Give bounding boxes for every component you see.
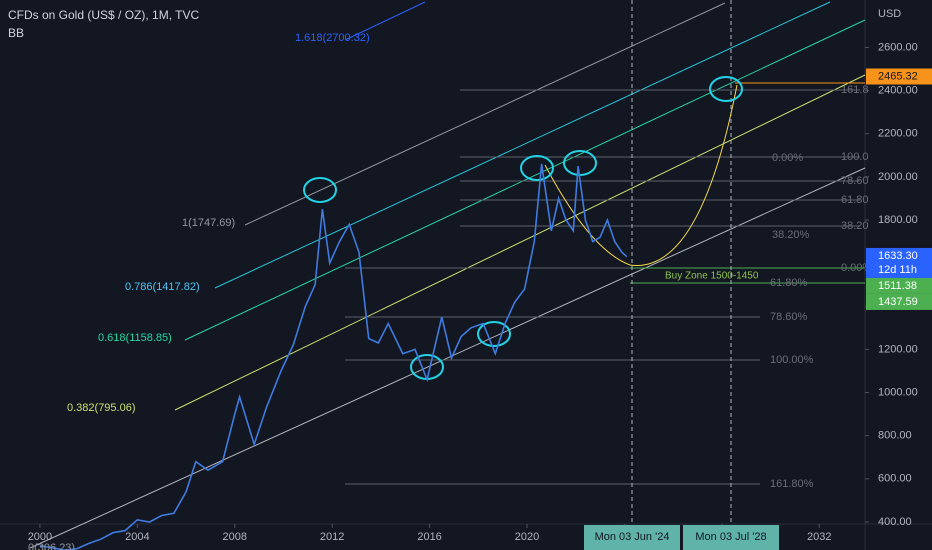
projection-curve (544, 84, 738, 266)
y-tick-label: 2200.00 (878, 128, 918, 140)
fib-channel-label: 1(1747.69) (182, 217, 235, 229)
fib-channel-label: 1.618(2700.32) (295, 32, 370, 44)
indicator-label: BB (8, 26, 24, 40)
fib-level-label: 100.0 (841, 151, 869, 163)
highlight-circle (303, 177, 337, 203)
fib-level-label: 78.60 (841, 175, 869, 187)
date-label-box (584, 525, 680, 550)
countdown-label: 12d 11h (878, 264, 917, 276)
channel-line (244, 2, 726, 226)
date-label-box (683, 525, 779, 550)
fib-level-label: 161.80% (770, 478, 814, 490)
x-tick-label: 2020 (515, 531, 539, 543)
channel-line (29, 167, 866, 549)
date-label: Mon 03 Jun '24 (595, 531, 670, 543)
date-label: Mon 03 Jul '28 (695, 531, 766, 543)
y-tick-label: 2400.00 (878, 84, 918, 96)
highlight-circle (477, 321, 511, 347)
x-tick-label: 2008 (223, 531, 247, 543)
highlight-circle (520, 155, 554, 181)
chart-title: CFDs on Gold (US$ / OZ), 1M, TVC (8, 8, 199, 22)
fib-channel-label: 0(306.23) (28, 542, 75, 550)
y-tick-label: 1000.00 (878, 386, 918, 398)
y-tick-label: 600.00 (878, 473, 912, 485)
x-tick-label: 2012 (320, 531, 344, 543)
fib-channel-label: 0.382(795.06) (67, 402, 136, 414)
price-label-box (866, 277, 932, 294)
fib-channel-label: 0.618(1158.85) (98, 332, 172, 344)
fib-channel (29, 1, 866, 549)
fib-level-label: 61.80 (841, 194, 869, 206)
channel-line (344, 1, 426, 41)
highlight-circle (709, 76, 743, 102)
channel-line (184, 19, 866, 341)
fib-level-label: 161.8 (841, 84, 869, 96)
price-label-box (866, 293, 932, 310)
price-label-box (866, 68, 932, 85)
price-label: 1437.59 (878, 296, 918, 308)
fib-level-label: 61.80% (770, 277, 808, 289)
fib-channel-label: 0.786(1417.82) (125, 281, 200, 293)
channel-line (174, 74, 866, 411)
y-tick-label: 2600.00 (878, 41, 918, 53)
fib-level-label: 100.00% (770, 354, 814, 366)
y-tick-label: 400.00 (878, 516, 912, 528)
price-line (39, 163, 628, 550)
fib-levels (345, 82, 865, 485)
y-axis-label: USD (878, 8, 901, 20)
fib-level-label: 0.00% (841, 262, 872, 274)
price-label-box (866, 247, 932, 278)
price-label: 1511.38 (878, 280, 917, 292)
x-tick-label: 2004 (125, 531, 149, 543)
buy-zone-label: Buy Zone 1500-1450 (665, 271, 759, 282)
channel-line (214, 1, 831, 289)
price-label: 2465.32 (878, 70, 918, 82)
y-tick-label: 2000.00 (878, 171, 918, 183)
price-label: 1633.30 (878, 250, 918, 262)
fib-level-label: 38.20% (772, 229, 810, 241)
fib-level-label: 38.20 (841, 220, 869, 232)
highlight-circles (303, 76, 743, 380)
y-tick-label: 1200.00 (878, 343, 918, 355)
x-tick-label: 2032 (807, 531, 831, 543)
x-tick-label: 2016 (417, 531, 441, 543)
x-tick-label: 2000 (28, 531, 52, 543)
y-tick-label: 800.00 (878, 430, 912, 442)
y-tick-label: 1800.00 (878, 214, 918, 226)
fib-level-label: 0.00% (772, 152, 803, 164)
fib-level-label: 78.60% (770, 311, 808, 323)
